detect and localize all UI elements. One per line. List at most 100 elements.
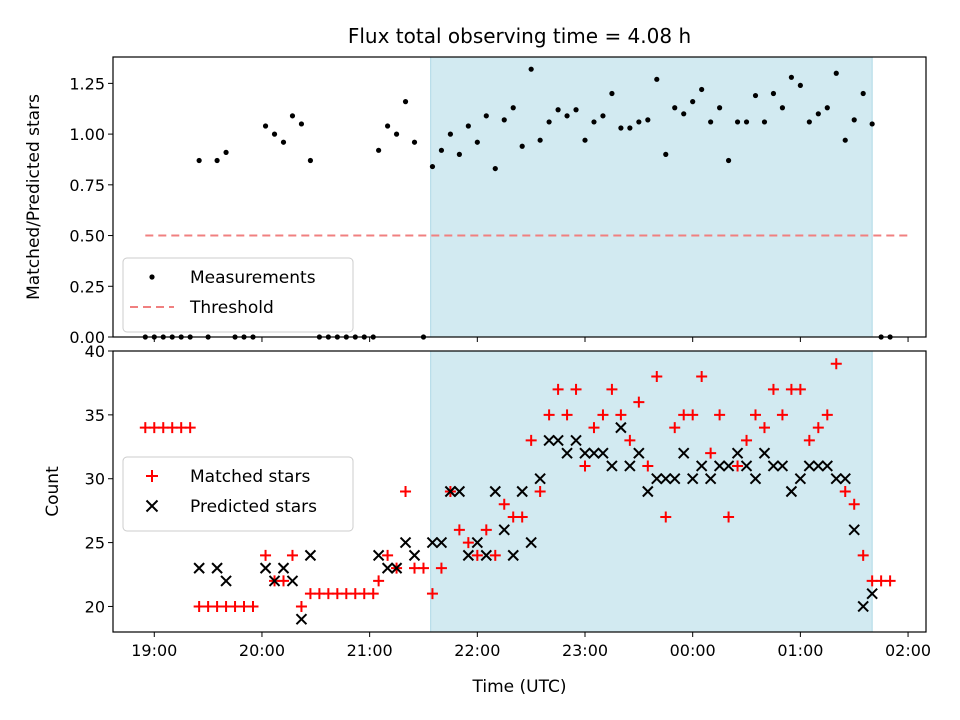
- matched-star-point: [803, 434, 815, 446]
- measurement-point: [770, 90, 777, 97]
- panel-2-y-axis-label: Count: [43, 466, 63, 517]
- measurement-point: [271, 131, 278, 137]
- measurement-point: [402, 99, 409, 105]
- panel-1-legend: Measurements Threshold: [122, 257, 354, 333]
- matched-star-point: [561, 409, 573, 421]
- predicted-star-point: [669, 473, 681, 485]
- measurement-point: [600, 113, 606, 119]
- measurement-point: [734, 119, 741, 125]
- matched-star-point: [400, 486, 412, 497]
- panel-1-ytick-label: 1.25: [69, 74, 105, 93]
- panel-2-ytick-label: 20: [85, 597, 105, 616]
- legend-matched-marker: [146, 470, 158, 482]
- measurement-point: [546, 119, 552, 125]
- panel-2-xtick-label: 02:00: [885, 641, 931, 660]
- measurement-point: [708, 119, 714, 125]
- measurement-point: [815, 111, 821, 117]
- matched-star-point: [286, 549, 298, 561]
- panel-2-legend: Matched stars Predicted stars: [122, 456, 354, 532]
- matched-star-point: [489, 549, 501, 561]
- predicted-star-point: [686, 473, 699, 485]
- matched-star-point: [435, 562, 447, 574]
- predicted-star-point: [543, 434, 555, 447]
- measurement-point: [519, 143, 525, 149]
- matched-star-point: [588, 422, 600, 434]
- measurement-point: [289, 113, 296, 119]
- matched-star-point: [184, 422, 196, 434]
- panel-2-legend-box: [122, 456, 354, 532]
- predicted-star-point: [704, 473, 717, 485]
- predicted-star-point: [839, 473, 851, 485]
- predicted-star-point: [561, 447, 573, 459]
- measurement-point: [591, 119, 597, 125]
- predicted-star-point: [534, 473, 546, 485]
- matched-star-point: [669, 422, 681, 434]
- measurement-point: [663, 151, 669, 157]
- matched-star-point: [247, 600, 259, 612]
- panel-1: 0.00 0.25 0.50 0.75 1.00 1.25 Matched/Predicte…: [24, 24, 927, 347]
- legend-label: Predicted stars: [190, 497, 317, 517]
- panel-2-xtick-label: 19:00: [131, 641, 177, 660]
- predicted-star-point: [220, 575, 232, 587]
- predicted-star-point: [381, 562, 394, 574]
- panel-2-xtick-label: 21:00: [347, 641, 393, 660]
- matched-star-point: [367, 588, 379, 600]
- matched-star-point: [767, 383, 779, 395]
- predicted-star-point: [740, 460, 753, 472]
- predicted-star-point: [426, 536, 439, 549]
- predicted-star-point: [193, 562, 205, 574]
- measurement-point: [681, 111, 687, 117]
- measurement-point: [806, 119, 812, 125]
- predicted-star-point: [866, 587, 878, 600]
- measurement-point: [851, 117, 857, 123]
- matched-star-point: [373, 575, 385, 587]
- measurement-point: [869, 121, 875, 127]
- predicted-star-point: [408, 549, 421, 562]
- predicted-star-point: [211, 562, 223, 574]
- measurement-point: [779, 105, 786, 111]
- measurement-point: [196, 157, 202, 164]
- matched-star-point: [624, 434, 636, 446]
- panel-1-ytick-label: 0.75: [69, 176, 105, 195]
- predicted-star-point: [695, 460, 708, 472]
- predicted-star-point: [758, 447, 771, 459]
- predicted-star-point: [803, 460, 816, 472]
- measurement-point: [537, 137, 543, 143]
- matched-star-point: [615, 409, 627, 421]
- measurement-point: [411, 139, 418, 145]
- matched-star-point: [579, 460, 591, 472]
- measurement-point: [438, 147, 445, 153]
- predicted-star-point: [471, 536, 484, 549]
- predicted-star-point: [624, 460, 636, 472]
- measurement-point: [654, 76, 660, 82]
- measurement-point: [618, 125, 624, 131]
- matched-star-point: [776, 409, 788, 421]
- predicted-star-point: [660, 473, 672, 485]
- measurement-point: [376, 147, 382, 153]
- predicted-star-point: [767, 460, 780, 472]
- panel-2-observing-window: [430, 350, 873, 633]
- measurement-point: [307, 157, 314, 164]
- predicted-star-point: [678, 447, 690, 459]
- matched-star-point: [839, 486, 851, 497]
- measurement-point: [384, 123, 391, 129]
- predicted-star-point: [713, 460, 726, 472]
- measurement-point: [699, 86, 705, 93]
- predicted-star-point: [304, 549, 317, 562]
- panel-2-xtick-label: 20:00: [239, 641, 285, 660]
- predicted-star-point: [597, 447, 609, 459]
- matched-star-point: [462, 537, 474, 549]
- predicted-star-point: [812, 460, 825, 472]
- predicted-star-point: [848, 524, 860, 536]
- panel-2-xtick-label: 23:00: [562, 641, 608, 660]
- predicted-star-point: [286, 575, 299, 587]
- predicted-star-point: [552, 434, 564, 447]
- measurement-point: [725, 157, 732, 164]
- panel-1-ytick-label: 1.00: [69, 125, 105, 144]
- predicted-star-point: [507, 549, 519, 562]
- measurement-point: [627, 125, 633, 131]
- measurement-point: [842, 137, 848, 143]
- measurement-point: [483, 113, 489, 119]
- panel-1-ytick-label: 0.50: [69, 227, 105, 246]
